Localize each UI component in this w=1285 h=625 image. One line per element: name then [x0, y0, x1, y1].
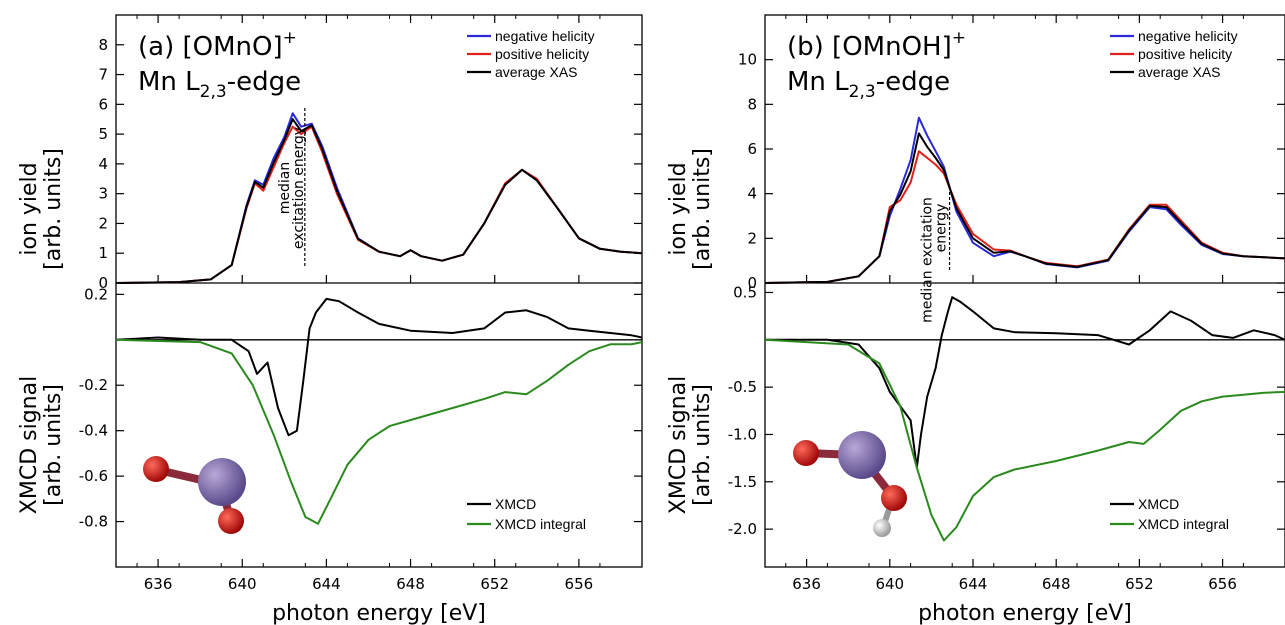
y-axis-label: ion yield	[666, 162, 691, 255]
series-line-average-xas	[765, 133, 1285, 283]
y-tick-label: 10	[738, 51, 757, 69]
annotation-label: energy	[934, 204, 950, 253]
series-line-xmcd	[116, 299, 642, 435]
subtitle-suffix: -edge	[227, 67, 301, 97]
y-axis-label: [arb. units]	[690, 384, 715, 506]
subtitle-text: Mn L	[138, 67, 200, 97]
legend-label: positive helicity	[1138, 46, 1232, 62]
y-tick-label: 2	[747, 229, 757, 247]
plot-frame	[765, 15, 1285, 567]
x-tick-label: 652	[480, 575, 509, 593]
panel-subtitle: Mn L2,3-edge	[138, 67, 301, 102]
o-atom	[143, 456, 169, 482]
series-line-negative-helicity	[116, 113, 642, 283]
molecule-illustration	[143, 456, 246, 534]
series-line-average-xas	[116, 119, 642, 283]
mn-atom	[198, 458, 246, 506]
x-tick-label: 644	[959, 575, 988, 593]
y-axis-label: [arb. units]	[690, 148, 715, 270]
y-axis-label: XMCD signal	[17, 376, 42, 514]
panel-title: (b) [OMnOH]+	[787, 28, 966, 62]
y-tick-label: 5	[98, 125, 108, 143]
panel-a: 636 640 644 648 652 6560123456780.2-0.2-0.4-0…	[17, 15, 642, 625]
x-tick-label: 648	[1042, 575, 1071, 593]
x-tick-label: 636	[144, 575, 173, 593]
series-line-positive-helicity	[765, 151, 1285, 283]
panel-title-sup: +	[283, 28, 297, 48]
subtitle-sub: 2,3	[200, 82, 227, 102]
y-tick-label: 4	[747, 185, 757, 203]
y-tick-label: -2.0	[728, 520, 757, 538]
panel-subtitle: Mn L2,3-edge	[787, 67, 950, 102]
y-tick-label: -1.0	[728, 425, 757, 443]
molecule-illustration	[793, 431, 907, 537]
y-tick-label: 3	[98, 185, 108, 203]
panel-title-text: (a) [OMnO]	[138, 32, 283, 62]
subtitle-text: Mn L	[787, 67, 849, 97]
y-tick-label: 0.2	[84, 285, 108, 303]
legend-label: average XAS	[495, 64, 578, 80]
panel-title: (a) [OMnO]+	[138, 28, 297, 62]
series-line-positive-helicity	[116, 127, 642, 283]
y-tick-label: 6	[98, 95, 108, 113]
series-line-negative-helicity	[765, 118, 1285, 283]
x-tick-label: 648	[396, 575, 425, 593]
y-tick-label: 8	[747, 95, 757, 113]
legend-label: positive helicity	[495, 46, 589, 62]
x-tick-label: 656	[1208, 575, 1237, 593]
y-axis-label: [arb. units]	[41, 148, 66, 270]
y-tick-label: -1.5	[728, 473, 757, 491]
y-tick-label: 7	[98, 66, 108, 84]
o-atom	[881, 485, 907, 511]
x-axis-label: photon energy [eV]	[918, 601, 1132, 625]
x-tick-label: 640	[228, 575, 257, 593]
legend-label: XMCD	[1138, 496, 1179, 512]
subtitle-sub: 2,3	[849, 82, 876, 102]
x-axis-label: photon energy [eV]	[272, 601, 486, 625]
y-tick-label: -0.6	[79, 467, 108, 485]
x-tick-label: 636	[792, 575, 821, 593]
subtitle-suffix: -edge	[876, 67, 950, 97]
legend-label: XMCD integral	[1138, 516, 1229, 532]
series-line-xmcd-integral	[116, 340, 642, 524]
y-tick-label: -0.2	[79, 376, 108, 394]
y-tick-label: -0.4	[79, 422, 108, 440]
y-tick-label: -0.8	[79, 513, 108, 531]
panel-title-text: (b) [OMnOH]	[787, 32, 952, 62]
legend-label: XMCD integral	[495, 516, 586, 532]
legend-label: XMCD	[495, 496, 536, 512]
y-axis-label: [arb. units]	[41, 384, 66, 506]
y-tick-label: 8	[98, 36, 108, 54]
h-atom	[873, 519, 891, 537]
legend-label: average XAS	[1138, 64, 1221, 80]
y-tick-label: 0.5	[733, 283, 757, 301]
y-axis-label: ion yield	[17, 162, 42, 255]
x-tick-label: 656	[565, 575, 594, 593]
x-tick-label: 652	[1125, 575, 1154, 593]
x-tick-label: 644	[312, 575, 341, 593]
y-tick-label: 1	[98, 244, 108, 262]
panel-b: 636 640 644 648 652 65602468100.5-0.5-1.0-1.5…	[666, 15, 1285, 625]
o-atom	[793, 440, 819, 466]
y-tick-label: 4	[98, 155, 108, 173]
y-tick-label: 2	[98, 214, 108, 232]
series-line-xmcd-integral	[765, 340, 1285, 541]
legend-label: negative helicity	[495, 28, 595, 44]
y-axis-label: XMCD signal	[666, 376, 691, 514]
panel-title-sup: +	[952, 28, 966, 48]
mn-atom	[838, 431, 886, 479]
x-tick-label: 640	[875, 575, 904, 593]
annotation-label: excitation energy	[291, 127, 307, 249]
plot-frame	[116, 15, 642, 567]
o-atom	[218, 508, 244, 534]
y-tick-label: 6	[747, 140, 757, 158]
y-tick-label: -0.5	[728, 378, 757, 396]
legend-label: negative helicity	[1138, 28, 1238, 44]
